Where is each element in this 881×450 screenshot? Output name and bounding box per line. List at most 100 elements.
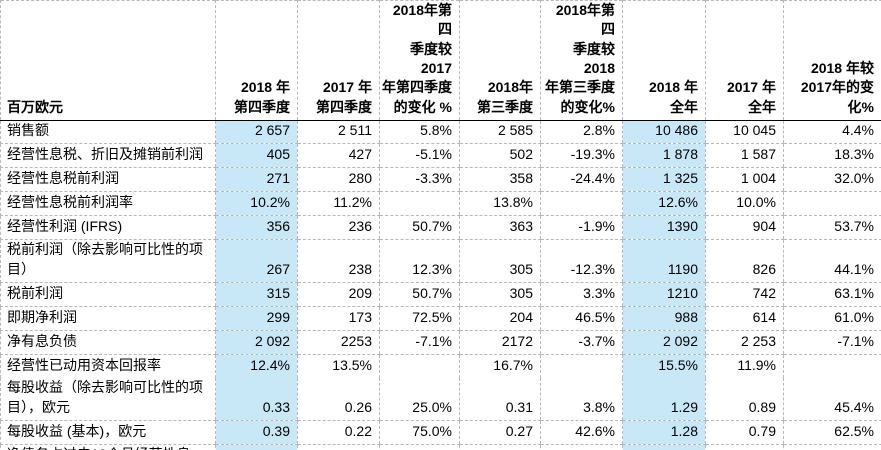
cell-value: 44.1% [783,239,881,283]
cell-value: 50.7% [379,282,460,307]
cell-value: 988 [622,306,706,331]
cell-value: -7.1% [379,330,460,355]
row-label: 经营性利润 (IFRS) [0,215,216,241]
table-row: 销售额 2 657 2 511 5.8% 2 585 2.8% 10 486 10 045 4.… [0,120,881,145]
cell-value: 405 [215,143,298,169]
cell-value: 13.8% [459,191,541,217]
row-label: 每股收益 (基本)，欧元 [0,420,216,445]
cell-value [540,354,623,379]
cell-value: 2 253 [705,330,784,355]
cell-value: 4.4% [783,120,881,145]
cell-value: -12.3% [540,239,623,283]
column-header: 2017 年 第四季度 [297,0,380,121]
cell-value [379,191,460,217]
table-row: 经营性息税前利润 271 280 -3.3% 358 -24.4% 1 325 1 004 32… [0,167,881,193]
cell-value: 11.2% [297,191,380,217]
cell-value: 0.31 [459,378,541,421]
unit-label: 百万欧元 [0,0,216,121]
row-label: 销售额 [0,120,216,145]
cell-value: 2 511 [297,120,380,145]
cell-value [783,354,881,379]
cell-value: 299 [215,306,298,331]
cell-value: 2253 [297,330,380,355]
cell-value: 2 092 [215,330,298,355]
cell-value: 25.0% [379,378,460,421]
cell-value: 50.7% [379,215,460,241]
column-header: 2017 年 全年 [705,0,784,121]
row-label: 净有息负债 [0,330,216,355]
cell-value: 10 486 [622,120,706,145]
table-row: 净债务占过去12个月经营性息税、 折旧及摊销前利润的比例1.11.41.11.1… [0,444,881,450]
table-row: 经营性利润 (IFRS) 356 236 50.7% 363 -1.9% 1390 904 53… [0,215,881,241]
column-header: 2018 年 全年 [622,0,706,121]
cell-value: 75.0% [379,420,460,445]
column-header: 2018年第四 季度较2017 年第四季度 的变化 % [379,0,460,121]
cell-value: 280 [297,167,380,193]
cell-value: 0.27 [459,420,541,445]
cell-value: 826 [705,239,784,283]
cell-value: 2 657 [215,120,298,145]
cell-value: -1.9% [540,215,623,241]
cell-value: 1.1 [215,444,298,450]
cell-value: 742 [705,282,784,307]
cell-value: 204 [459,306,541,331]
cell-value: 5.8% [379,120,460,145]
cell-value: 53.7% [783,215,881,241]
cell-value: 10.0% [705,191,784,217]
row-label: 经营性息税、折旧及摊销前利润 [0,143,216,169]
cell-value: 236 [297,215,380,241]
cell-value: 61.0% [783,306,881,331]
cell-value: 1 004 [705,167,784,193]
cell-value: 0.33 [215,378,298,421]
column-header: 2018年 第三季度 [459,0,541,121]
row-label: 经营性息税前利润率 [0,191,216,217]
cell-value: -19.3% [540,143,623,169]
cell-value: 3.8% [540,378,623,421]
row-label: 经营性已动用资本回报率 [0,354,216,379]
cell-value: 0.89 [705,378,784,421]
table-row: 每股收益 (基本)，欧元 0.39 0.22 75.0% 0.27 42.6% 1.28 0.… [0,420,881,445]
cell-value: 315 [215,282,298,307]
row-label: 税前利润 [0,282,216,307]
cell-value: 2 585 [459,120,541,145]
cell-value: 238 [297,239,380,283]
cell-value: 3.3% [540,282,623,307]
table-row: 净有息负债 2 092 2253 -7.1% 2172 -3.7% 2 092 2 253 -7… [0,330,881,355]
cell-value: 267 [215,239,298,283]
cell-value: -24.4% [540,167,623,193]
cell-value: 12.6% [622,191,706,217]
cell-value: 18.3% [783,143,881,169]
column-header: 2018 年较 2017年的变 化% [783,0,881,121]
cell-value: 13.5% [297,354,380,379]
cell-value: 2172 [459,330,541,355]
cell-value: 1 878 [622,143,706,169]
column-header: 2018年第四 季度较2018 年第三季度 的变化% [540,0,623,121]
cell-value: 1.1 [622,444,706,450]
cell-value: 502 [459,143,541,169]
cell-value: 1390 [622,215,706,241]
cell-value: 12.4% [215,354,298,379]
row-label: 即期净利润 [0,306,216,331]
cell-value: 46.5% [540,306,623,331]
cell-value: -3.3% [379,167,460,193]
cell-value: 356 [215,215,298,241]
cell-value: -3.7% [540,330,623,355]
table-row: 即期净利润 299 173 72.5% 204 46.5% 988 614 61.0% [0,306,881,331]
cell-value: 0.79 [705,420,784,445]
cell-value: -7.1% [783,330,881,355]
cell-value [379,354,460,379]
cell-value [379,444,460,450]
table-row: 每股收益（除去影响可比性的项 目），欧元 0.33 0.26 25.0% 0.31 3.8… [0,378,881,421]
cell-value: 11.9% [705,354,784,379]
cell-value: 2.8% [540,120,623,145]
cell-value: 1.28 [622,420,706,445]
cell-value: 904 [705,215,784,241]
cell-value: 15.5% [622,354,706,379]
cell-value: 1190 [622,239,706,283]
cell-value: 1 587 [705,143,784,169]
cell-value: 62.5% [783,420,881,445]
cell-value: 72.5% [379,306,460,331]
cell-value: 0.22 [297,420,380,445]
cell-value [540,444,623,450]
